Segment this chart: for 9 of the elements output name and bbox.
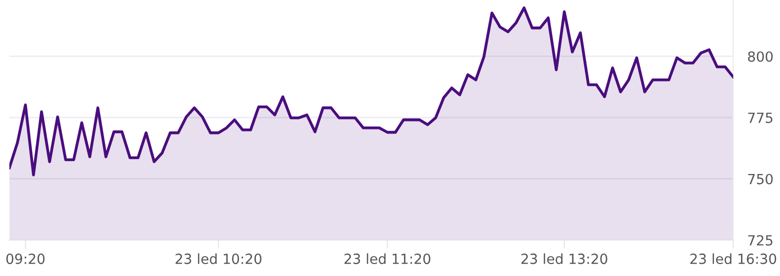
x-tick-label: 23 led 11:20	[344, 253, 430, 264]
y-tick-label: 750	[748, 174, 773, 184]
y-tick-label: 775	[748, 112, 772, 124]
x-tick-label: 23 led 10:20	[176, 253, 262, 264]
y-tick-label: 725	[748, 235, 772, 246]
x-tick-label: 23 led 13:20	[521, 253, 608, 264]
x-tick-label: 23 led 16:30	[690, 253, 776, 264]
y-tick-label: 800	[748, 51, 773, 62]
x-tick-label: 09:20	[6, 254, 45, 264]
